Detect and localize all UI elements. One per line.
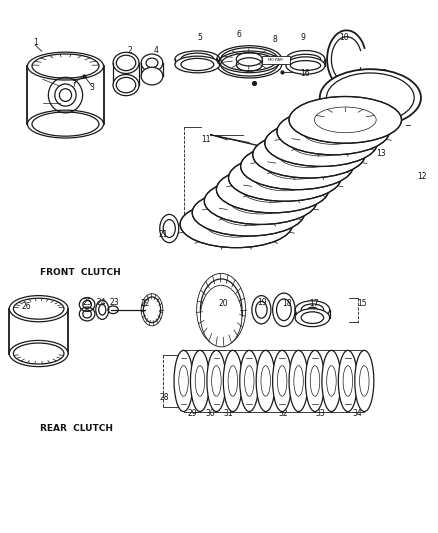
- Ellipse shape: [286, 57, 325, 74]
- Text: 10: 10: [339, 33, 349, 42]
- Text: 3: 3: [89, 83, 94, 92]
- Ellipse shape: [289, 96, 402, 143]
- Text: 4: 4: [154, 46, 159, 55]
- Text: 15: 15: [357, 299, 367, 308]
- Text: 27: 27: [344, 364, 353, 372]
- Text: 20: 20: [219, 299, 228, 308]
- Ellipse shape: [338, 350, 357, 411]
- Ellipse shape: [223, 350, 242, 411]
- Text: 23: 23: [110, 298, 119, 307]
- Ellipse shape: [355, 350, 374, 411]
- Ellipse shape: [174, 350, 193, 411]
- Ellipse shape: [180, 201, 293, 248]
- Text: 8: 8: [273, 35, 278, 44]
- Ellipse shape: [217, 51, 282, 78]
- Bar: [262, 56, 290, 64]
- Text: 6: 6: [236, 30, 241, 39]
- Ellipse shape: [28, 110, 103, 138]
- Text: MO·PAR: MO·PAR: [268, 58, 284, 62]
- Text: 5: 5: [197, 33, 202, 42]
- Text: 12: 12: [417, 172, 427, 181]
- Text: 13: 13: [376, 149, 386, 158]
- Text: 22: 22: [141, 299, 150, 308]
- Text: 21: 21: [158, 230, 167, 239]
- Ellipse shape: [240, 350, 259, 411]
- Text: 19: 19: [258, 298, 267, 307]
- Ellipse shape: [141, 67, 163, 85]
- Ellipse shape: [175, 56, 220, 73]
- Ellipse shape: [204, 177, 317, 224]
- Text: 30: 30: [205, 409, 215, 418]
- Text: 29: 29: [187, 409, 197, 418]
- Ellipse shape: [272, 350, 292, 411]
- Text: 18: 18: [283, 299, 292, 308]
- Text: 9: 9: [301, 33, 306, 42]
- Ellipse shape: [295, 309, 330, 327]
- Ellipse shape: [192, 189, 304, 236]
- Ellipse shape: [207, 350, 226, 411]
- Ellipse shape: [113, 75, 139, 95]
- Ellipse shape: [9, 341, 68, 367]
- Text: 16: 16: [300, 69, 310, 78]
- Ellipse shape: [229, 155, 341, 201]
- Ellipse shape: [256, 350, 275, 411]
- Text: 7: 7: [72, 80, 77, 89]
- Text: 32: 32: [278, 409, 288, 418]
- Text: 17: 17: [309, 299, 319, 308]
- Ellipse shape: [277, 108, 389, 155]
- Text: 31: 31: [224, 409, 233, 418]
- Ellipse shape: [322, 350, 341, 411]
- Ellipse shape: [305, 350, 325, 411]
- Ellipse shape: [289, 350, 308, 411]
- Text: 24: 24: [96, 298, 106, 307]
- Ellipse shape: [191, 350, 209, 411]
- Ellipse shape: [201, 285, 242, 347]
- Ellipse shape: [216, 166, 329, 213]
- Text: 11: 11: [201, 135, 211, 144]
- Ellipse shape: [253, 131, 365, 178]
- Ellipse shape: [320, 69, 421, 126]
- Text: 14: 14: [210, 233, 219, 242]
- Ellipse shape: [265, 120, 377, 166]
- Text: 28: 28: [159, 393, 169, 402]
- Text: REAR  CLUTCH: REAR CLUTCH: [39, 424, 113, 433]
- Text: 34: 34: [353, 409, 362, 418]
- Ellipse shape: [240, 143, 353, 190]
- Text: 1: 1: [33, 38, 38, 47]
- Text: FRONT  CLUTCH: FRONT CLUTCH: [39, 268, 120, 277]
- Text: 26: 26: [22, 302, 32, 311]
- Text: 33: 33: [316, 409, 325, 418]
- Text: 25: 25: [82, 298, 92, 307]
- Text: 2: 2: [128, 46, 133, 55]
